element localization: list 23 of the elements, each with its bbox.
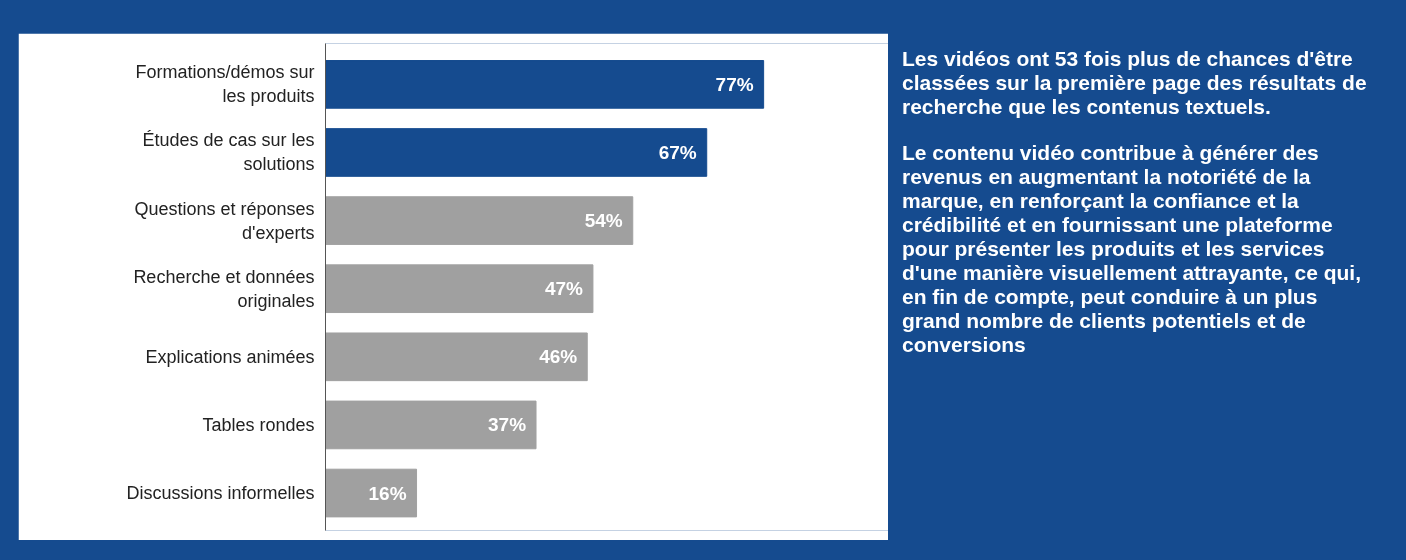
y-tick-label: Études de cas sur les solutions	[142, 130, 315, 175]
y-tick-label: Discussions informelles	[126, 483, 315, 504]
y-tick-label: Recherche et données originales	[133, 266, 315, 311]
y-tick-label: Tables rondes	[202, 414, 315, 435]
y-tick-label: Questions et réponses d'experts	[134, 198, 315, 243]
bar	[325, 332, 588, 382]
text: Les vidéos ont 53 fois plus de chances d'être classées sur la première page des résultats de recherche que les contenus textuels.	[902, 47, 1368, 119]
bar	[325, 468, 418, 518]
data-label: 46%	[539, 346, 578, 368]
y-tick-label: Formations/démos sur les produits	[135, 62, 315, 107]
text: Le contenu vidéo contribue à générer des revenus en augmentant la notoriété de la marque, en renforçant la confiance et la crédibilité et en fournissant une plateforme pour présenter les produits et les services d'une manière visuellement attrayante, ce qui, en fin de compte, peut conduire à un plus grand nombre de clients potentiels et de conversions	[902, 141, 1361, 356]
bar	[325, 196, 634, 245]
data-label: 67%	[658, 141, 697, 163]
bar	[325, 128, 708, 177]
data-label: 37%	[488, 414, 527, 436]
bar	[325, 60, 765, 109]
data-label: 54%	[584, 210, 623, 232]
data-label: 47%	[544, 278, 584, 300]
data-label: 16%	[368, 482, 407, 504]
bar	[325, 264, 594, 314]
data-label: 77%	[715, 73, 754, 95]
bar	[325, 400, 537, 450]
y-tick-label: Explications animées	[145, 346, 315, 367]
